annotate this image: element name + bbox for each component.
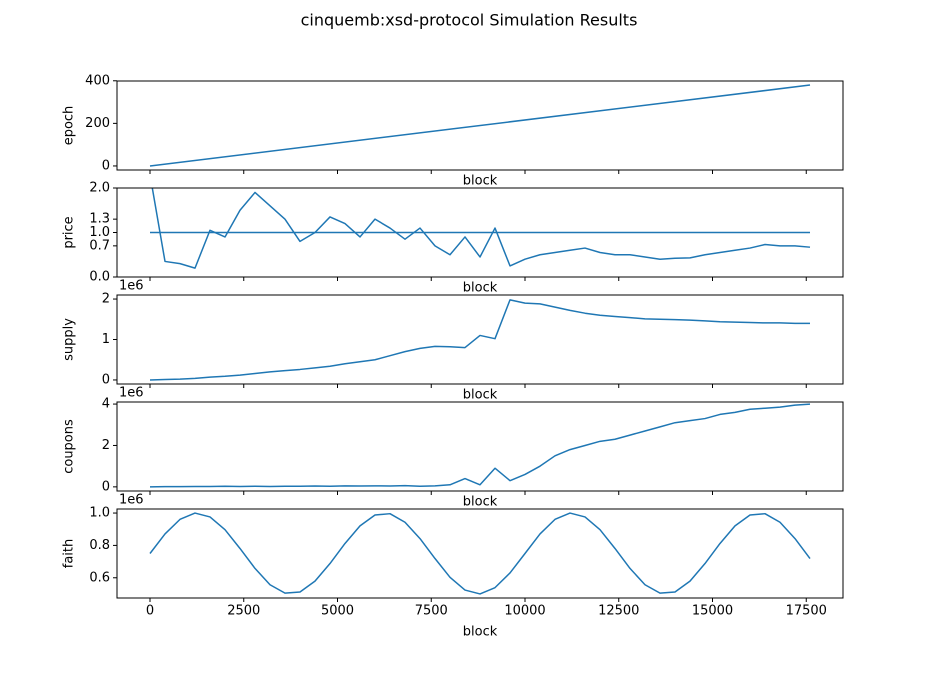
line-panel: 0 200 400 block epoch (62, 73, 844, 189)
line-panel: 0.6 0.8 1.0 0 2500 5000 7500 10000 12500 15000 175… (62, 493, 844, 640)
series-line (149, 512, 811, 595)
y-tick-label: 0.7 (89, 238, 110, 253)
x-tick-label: 12500 (598, 604, 639, 619)
axes-frame (116, 508, 844, 599)
y-tick-label: 1.3 (89, 212, 110, 227)
y-tick-label: 4 (102, 397, 110, 412)
x-axis-label: block (463, 281, 498, 296)
series-line (151, 188, 811, 269)
x-tick-label: 10000 (504, 604, 545, 619)
y-tick-label: 1.0 (89, 506, 110, 521)
axes-frame (116, 294, 844, 385)
x-tick-label: 2500 (227, 604, 260, 619)
offset-text: 1e6 (119, 386, 144, 401)
offset-text: 1e6 (119, 279, 144, 294)
y-tick-label: 0.8 (89, 538, 110, 553)
x-tick-label: 17500 (786, 604, 827, 619)
axes-frame (116, 187, 844, 278)
line-panel: 0 1 2 block supply 1e6 (62, 279, 844, 403)
y-tick-label: 0 (102, 158, 110, 173)
y-tick-label: 2 (102, 438, 110, 453)
x-axis-label: block (463, 495, 498, 510)
y-axis-label: faith (62, 539, 77, 569)
y-axis-label: coupons (62, 419, 77, 474)
y-tick-label: 2 (102, 292, 110, 307)
x-tick-label: 5000 (321, 604, 354, 619)
y-tick-label: 1 (102, 332, 110, 347)
y-axis-label: price (62, 216, 77, 248)
line-panel: 0.0 0.71.01.3 2.0 block price (62, 181, 844, 296)
x-axis-label: block (463, 625, 498, 640)
y-tick-label: 2.0 (89, 181, 110, 196)
series-line (149, 403, 811, 488)
y-tick-label: 0 (102, 479, 110, 494)
series-line (149, 299, 810, 381)
series-line (149, 84, 811, 167)
x-tick-label: 7500 (415, 604, 448, 619)
figure-title: cinquemb:xsd-protocol Simulation Results (301, 11, 638, 30)
y-axis-label: supply (62, 318, 77, 361)
y-tick-label: 200 (85, 116, 110, 131)
y-tick-label: 400 (85, 73, 110, 88)
x-tick-label: 15000 (692, 604, 733, 619)
y-axis-label: epoch (62, 106, 77, 146)
y-tick-label: 1.0 (89, 225, 110, 240)
x-axis-label: block (463, 388, 498, 403)
axes-frame (116, 80, 844, 171)
line-panel: 0 2 4 block coupons 1e6 (62, 386, 844, 510)
y-tick-label: 0.6 (89, 570, 110, 585)
x-axis-label: block (463, 174, 498, 189)
x-tick-label: 0 (146, 604, 154, 619)
y-tick-label: 0 (102, 372, 110, 387)
y-tick-label: 0.0 (89, 270, 110, 285)
offset-text: 1e6 (119, 493, 144, 508)
axes-frame (116, 401, 844, 492)
